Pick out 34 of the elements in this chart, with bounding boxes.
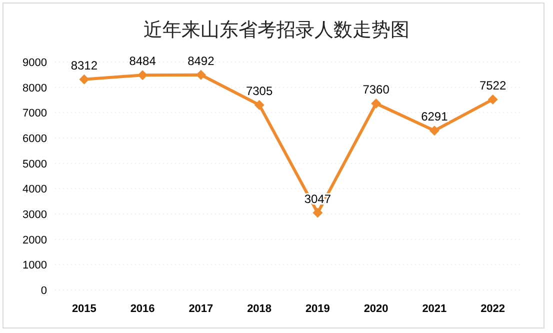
ytick: 3000	[22, 209, 47, 221]
data-label: 7522	[479, 78, 506, 92]
ytick: 2000	[22, 234, 47, 246]
point	[196, 70, 206, 80]
data-label: 8484	[129, 54, 156, 68]
data-label: 7360	[362, 82, 390, 97]
point	[429, 126, 440, 136]
xtick: 2016	[130, 303, 155, 315]
point	[312, 208, 323, 218]
ytick: 5000	[22, 158, 47, 170]
point	[254, 100, 264, 110]
point	[488, 94, 498, 104]
data-label: 8312	[70, 58, 98, 72]
ytick: 7000	[22, 108, 47, 120]
xtick: 2017	[188, 303, 214, 315]
xtick: 2022	[480, 303, 506, 315]
xtick: 2018	[247, 303, 272, 315]
xtick: 2020	[364, 303, 388, 315]
title: 近年来山东省考招录人数走势图	[144, 20, 410, 41]
point	[79, 74, 90, 84]
data-label: 7305	[246, 84, 273, 98]
data-label: 8492	[188, 54, 214, 68]
ytick: 8000	[22, 82, 47, 94]
ytick: 4000	[22, 184, 47, 196]
point	[138, 70, 148, 80]
xtick: 2015	[72, 303, 96, 315]
xtick: 2019	[305, 303, 330, 315]
ytick: 1000	[22, 260, 47, 272]
ytick: 9000	[22, 57, 47, 69]
point	[371, 98, 382, 109]
ytick: 0	[40, 285, 47, 297]
data-label: 6291	[421, 110, 448, 124]
ytick: 6000	[22, 133, 47, 145]
xtick: 2021	[422, 303, 447, 315]
